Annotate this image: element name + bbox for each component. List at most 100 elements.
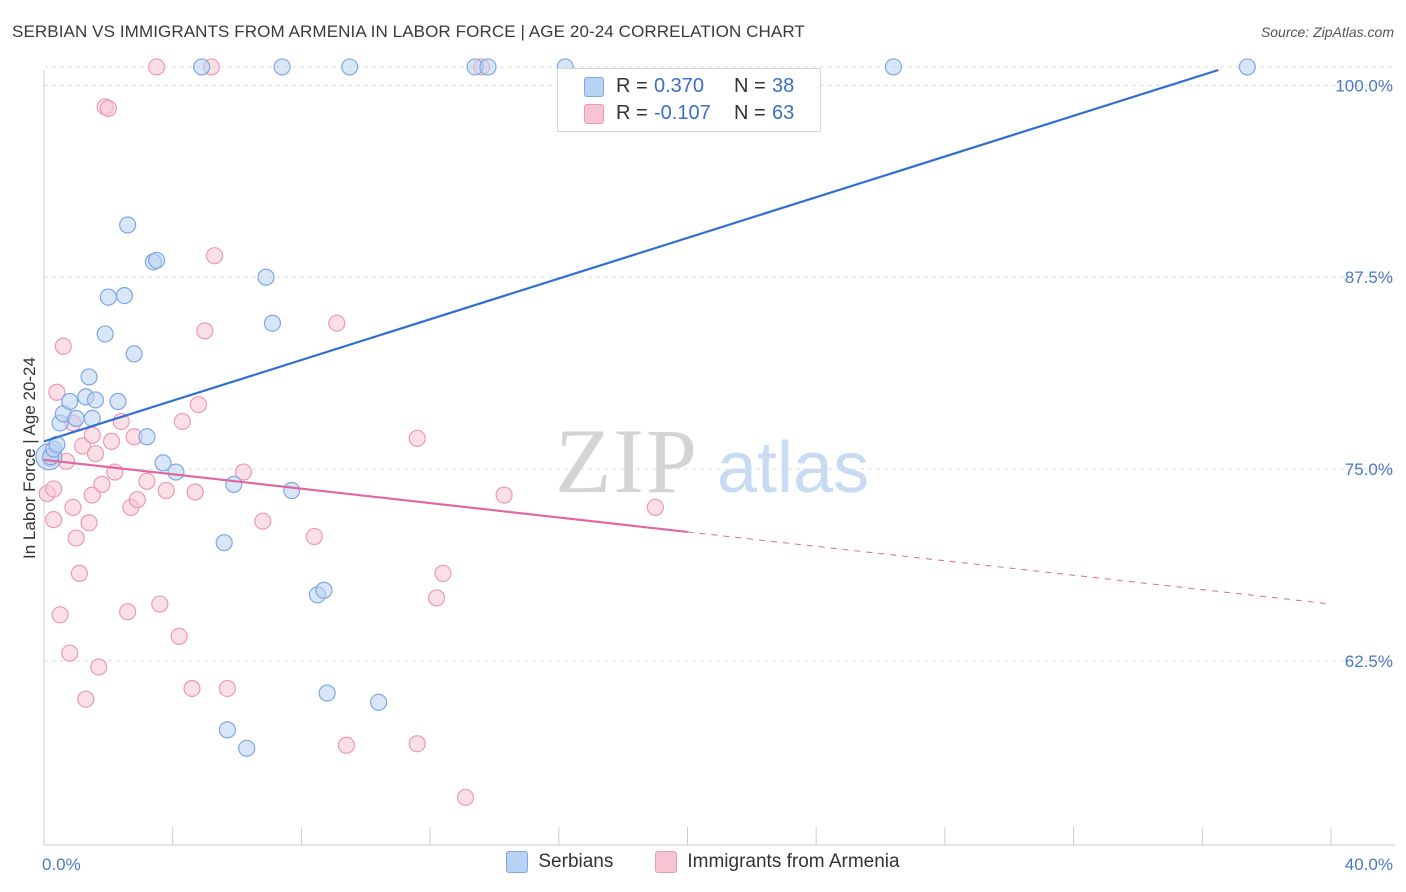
series-legend: Serbians Immigrants from Armenia (0, 851, 1406, 873)
serbian-points (35, 58, 1256, 757)
armenia-point (196, 322, 214, 340)
armenia-swatch (584, 103, 604, 124)
armenia-point (646, 498, 664, 516)
x-tick-label-min: 0.0% (42, 855, 81, 874)
armenia-point (83, 426, 101, 444)
armenia-point (328, 314, 346, 332)
serbian-point (238, 739, 256, 757)
armenia-point (148, 58, 166, 76)
watermark: ZIP atlas (555, 410, 869, 512)
serbian-point (125, 345, 143, 363)
armenia-point (234, 463, 253, 481)
serbians-legend-label: Serbians (538, 851, 614, 872)
serbian-point (479, 58, 497, 76)
armenia-legend-swatch (655, 851, 678, 873)
armenia-point (408, 735, 426, 753)
armenia-point (119, 603, 137, 621)
source-credit: Source: ZipAtlas.com (1260, 24, 1394, 40)
y-tick-label: 75.0% (1345, 460, 1393, 479)
armenia-point (48, 383, 66, 401)
serbian-point (148, 251, 166, 269)
serbian-point (99, 288, 117, 306)
armenia-point (305, 527, 323, 546)
armenia-point (183, 679, 201, 698)
serbian-point (109, 392, 127, 411)
armenia-point (170, 627, 188, 645)
armenia-point (189, 395, 208, 414)
legend-row-armenia: R = -0.107 N = 63 (584, 102, 794, 125)
serbian-point (263, 314, 282, 332)
armenia-point (45, 511, 63, 529)
r-label: R = (616, 75, 648, 97)
armenia-point (51, 606, 69, 624)
serbian-point (67, 409, 85, 427)
y-tick-label: 100.0% (1335, 76, 1393, 95)
armenia-trend-extension (687, 531, 1332, 605)
armenia-point (173, 412, 191, 431)
legend-item-armenia[interactable]: Immigrants from Armenia (655, 851, 900, 873)
y-tick-label: 62.5% (1345, 652, 1393, 671)
serbian-point (96, 325, 114, 343)
correlation-legend: R = 0.370 N = 38 R = -0.107 N = 63 (557, 68, 821, 132)
serbians-r-value: 0.370 (654, 75, 705, 97)
n-label: N = (734, 102, 766, 124)
serbian-point (80, 368, 98, 386)
serbian-point (318, 684, 336, 702)
armenia-point (186, 483, 204, 501)
armenia-point (218, 679, 236, 698)
armenia-point (434, 564, 452, 582)
serbians-n-value: 38 (772, 75, 795, 97)
serbian-point (273, 58, 291, 76)
armenia-point (90, 658, 108, 676)
legend-item-serbians[interactable]: Serbians (506, 851, 613, 873)
armenia-point (70, 564, 88, 582)
serbian-point (884, 58, 903, 76)
armenia-point (54, 337, 72, 355)
watermark-atlas: atlas (717, 428, 869, 508)
y-axis-label: In Labor Force | Age 20-24 (20, 357, 39, 559)
armenia-point (45, 480, 63, 498)
armenia-point (128, 491, 146, 509)
armenia-point (495, 486, 513, 504)
armenia-point (61, 644, 79, 662)
serbian-point (315, 581, 333, 599)
legend-row-serbians: R = 0.370 N = 38 (584, 75, 794, 98)
serbian-point (370, 693, 388, 711)
armenia-point (64, 498, 82, 516)
armenia-point (456, 788, 475, 807)
armenia-point (157, 481, 175, 500)
armenia-point (86, 445, 105, 463)
serbian-point (193, 58, 211, 76)
watermark-zip: ZIP (555, 410, 699, 512)
serbians-swatch (584, 76, 604, 97)
serbian-point (215, 534, 233, 552)
serbian-point (167, 463, 185, 481)
serbian-point (1238, 58, 1256, 76)
armenia-point (77, 690, 95, 708)
serbian-point (61, 392, 79, 411)
armenia-point (254, 512, 272, 530)
armenia-point (427, 589, 446, 607)
armenia-point (99, 99, 117, 117)
armenia-trend-line (43, 458, 688, 534)
armenia-n-value: 63 (772, 102, 795, 124)
serbians-trend-line (43, 68, 1219, 443)
serbian-point (86, 391, 105, 409)
serbian-point (257, 268, 275, 286)
armenia-point (67, 529, 85, 547)
armenia-point (93, 475, 111, 493)
serbians-legend-swatch (506, 851, 529, 873)
serbian-point (225, 475, 243, 493)
armenia-point (408, 429, 426, 447)
armenia-point (102, 432, 121, 450)
trend-lines (43, 68, 1332, 605)
serbian-point (218, 721, 236, 739)
r-label: R = (616, 102, 648, 124)
grid-lines (44, 66, 1395, 662)
serbian-point (154, 454, 172, 472)
armenia-point (151, 595, 169, 613)
serbian-point (283, 481, 301, 500)
serbian-point (138, 428, 156, 446)
n-label: N = (734, 75, 766, 97)
y-tick-label: 87.5% (1345, 268, 1393, 287)
